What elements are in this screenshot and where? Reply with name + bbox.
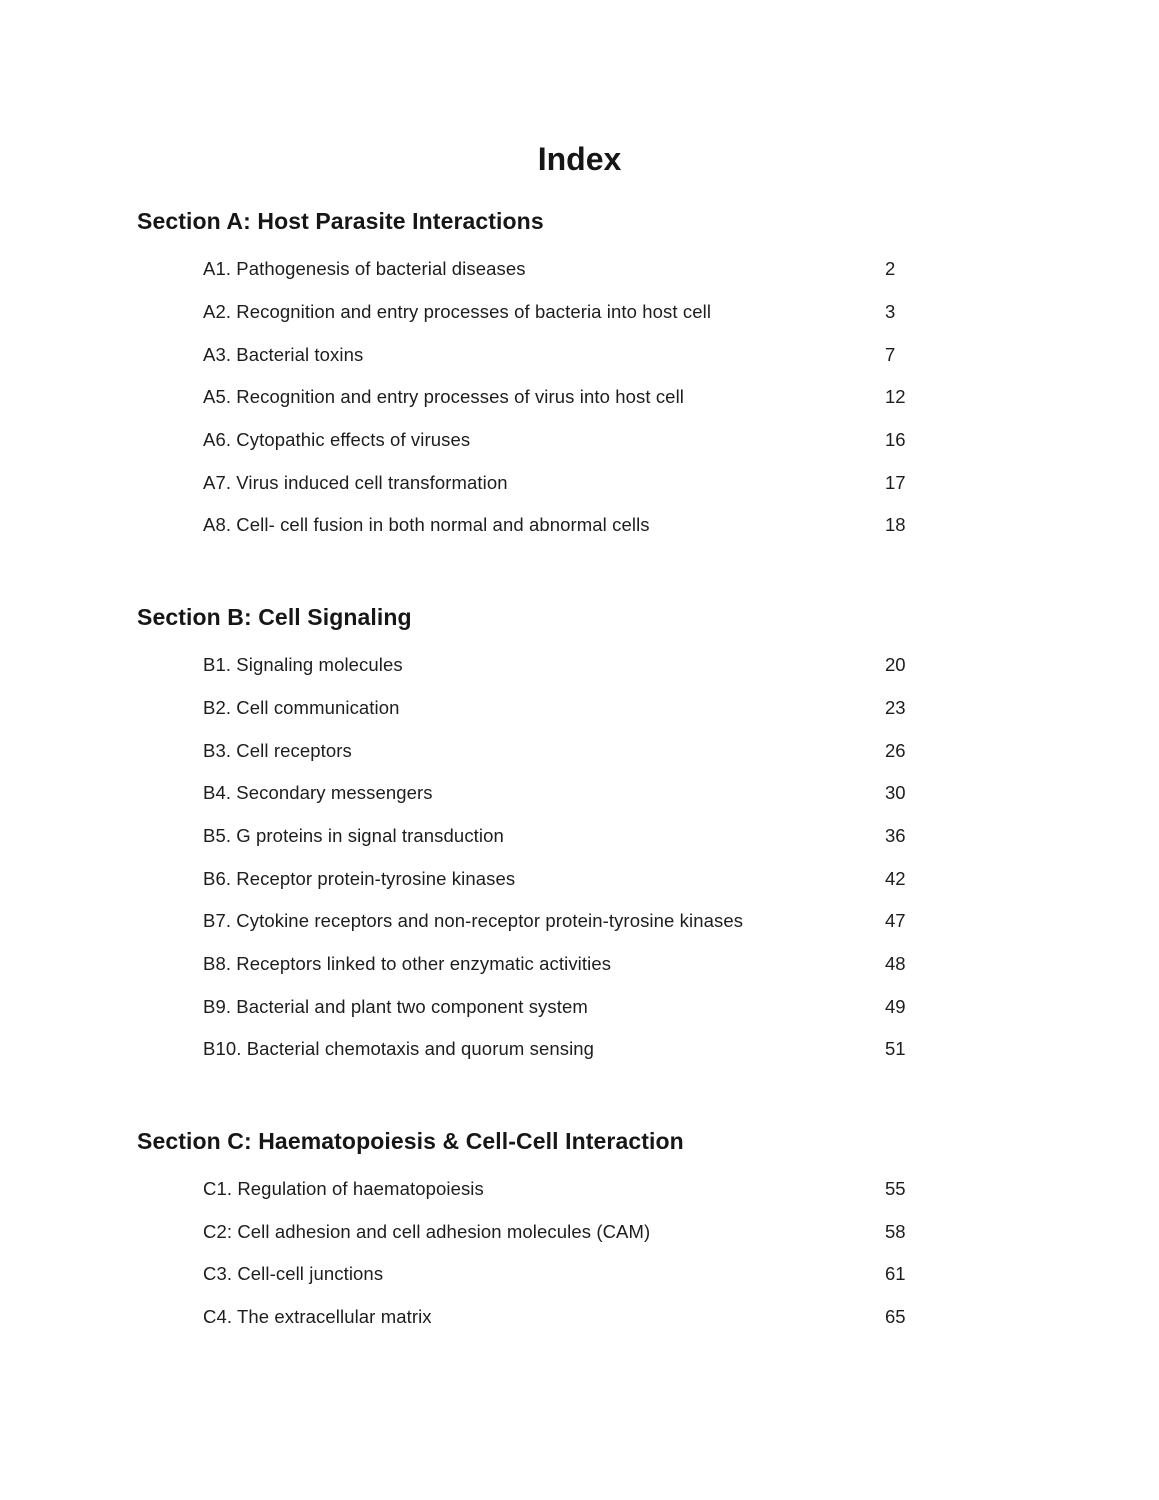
toc-entry-label: B9. Bacterial and plant two component sy… [203,995,588,1017]
toc-entry-label: A2. Recognition and entry processes of b… [203,301,712,323]
toc-entry-label: B5. G proteins in signal transduction [203,824,504,846]
section-a-heading: Section A: Host Parasite Interactions [137,208,544,234]
section-c-heading: Section C: Haematopoiesis & Cell-Cell In… [137,1127,684,1154]
toc-entry: C3. Cell-cell junctions 61 [0,1253,1159,1296]
toc-entry-label: B1. Signaling molecules [203,654,403,676]
toc-entry-page-number: 2 [885,258,896,280]
toc-entry-label: B3. Cell receptors [203,739,352,761]
toc-entry: B7. Cytokine receptors and non-receptor … [0,900,1159,943]
toc-entry: A3. Bacterial toxins 7 [0,333,1159,376]
section-b-entries: B1. Signaling molecules 20 B2. Cell comm… [0,644,1159,1071]
toc-entry: A5. Recognition and entry processes of v… [0,376,1159,419]
toc-entry-page-number: 3 [885,301,896,323]
toc-entry: B1. Signaling molecules 20 [0,644,1159,687]
toc-entry-page-number: 26 [885,739,906,761]
section-c-entries: C1. Regulation of haematopoiesis 55 C2: … [0,1168,1159,1339]
section-haematopoiesis-cell-cell-interaction: Section C: Haematopoiesis & Cell-Cell In… [0,1126,1159,1339]
section-host-parasite-interactions: Section A: Host Parasite Interactions A1… [0,206,1159,547]
section-a-entries: A1. Pathogenesis of bacterial diseases 2… [0,248,1159,547]
toc-entry-label: A7. Virus induced cell transformation [203,471,508,493]
toc-entry-page-number: 16 [885,429,906,451]
toc-entry-page-number: 65 [885,1306,906,1328]
toc-entry: A1. Pathogenesis of bacterial diseases 2 [0,248,1159,291]
toc-entry-label: A1. Pathogenesis of bacterial diseases [203,258,526,280]
toc-entry: C4. The extracellular matrix 65 [0,1296,1159,1339]
toc-entry-page-number: 51 [885,1038,906,1060]
toc-entry: B9. Bacterial and plant two component sy… [0,985,1159,1028]
toc-entry-label: C4. The extracellular matrix [203,1306,432,1328]
toc-entry-page-number: 17 [885,471,906,493]
toc-entry: A7. Virus induced cell transformation 17 [0,461,1159,504]
toc-entry: B2. Cell communication 23 [0,687,1159,730]
toc-entry-label: B7. Cytokine receptors and non-receptor … [203,910,744,932]
toc-entry-label: B4. Secondary messengers [203,782,433,804]
section-cell-signaling: Section B: Cell Signaling B1. Signaling … [0,602,1159,1071]
toc-entry-label: B8. Receptors linked to other enzymatic … [203,952,612,974]
toc-entry-label: A8. Cell- cell fusion in both normal and… [203,514,650,536]
toc-entry: B4. Secondary messengers 30 [0,772,1159,815]
toc-entry-label: A5. Recognition and entry processes of v… [203,386,684,408]
toc-entry-label: B10. Bacterial chemotaxis and quorum sen… [203,1038,595,1060]
toc-entry-page-number: 18 [885,514,906,536]
toc-entry: A6. Cytopathic effects of viruses 16 [0,419,1159,462]
toc-entry: C2: Cell adhesion and cell adhesion mole… [0,1210,1159,1253]
toc-entry: B3. Cell receptors 26 [0,729,1159,772]
toc-entry-page-number: 47 [885,910,906,932]
toc-entry-page-number: 55 [885,1178,906,1200]
toc-entry-label: C2: Cell adhesion and cell adhesion mole… [203,1220,651,1242]
toc-entry-page-number: 48 [885,952,906,974]
toc-entry-page-number: 49 [885,995,906,1017]
toc-entry-page-number: 42 [885,867,906,889]
toc-entry-label: B6. Receptor protein-tyrosine kinases [203,867,516,889]
toc-entry: B5. G proteins in signal transduction 36 [0,815,1159,858]
toc-entry-page-number: 58 [885,1220,906,1242]
toc-entry: C1. Regulation of haematopoiesis 55 [0,1168,1159,1211]
toc-entry-label: A3. Bacterial toxins [203,343,364,365]
page-title: Index [537,141,622,177]
toc-entry-label: C1. Regulation of haematopoiesis [203,1178,484,1200]
toc-entry-page-number: 23 [885,696,906,718]
toc-entry-page-number: 61 [885,1263,906,1285]
toc-entry-page-number: 7 [885,343,896,365]
section-b-heading: Section B: Cell Signaling [137,603,412,630]
toc-entry-page-number: 12 [885,386,906,408]
toc-entry-page-number: 30 [885,782,906,804]
toc-entry: A2. Recognition and entry processes of b… [0,291,1159,334]
toc-entry: A8. Cell- cell fusion in both normal and… [0,504,1159,547]
toc-entry-label: A6. Cytopathic effects of viruses [203,429,471,451]
toc-entry: B10. Bacterial chemotaxis and quorum sen… [0,1028,1159,1071]
toc-entry-label: B2. Cell communication [203,696,400,718]
toc-entry: B8. Receptors linked to other enzymatic … [0,943,1159,986]
toc-entry-page-number: 20 [885,654,906,676]
toc-entry: B6. Receptor protein-tyrosine kinases 42 [0,857,1159,900]
toc-entry-page-number: 36 [885,824,906,846]
toc-entry-label: C3. Cell-cell junctions [203,1263,384,1285]
